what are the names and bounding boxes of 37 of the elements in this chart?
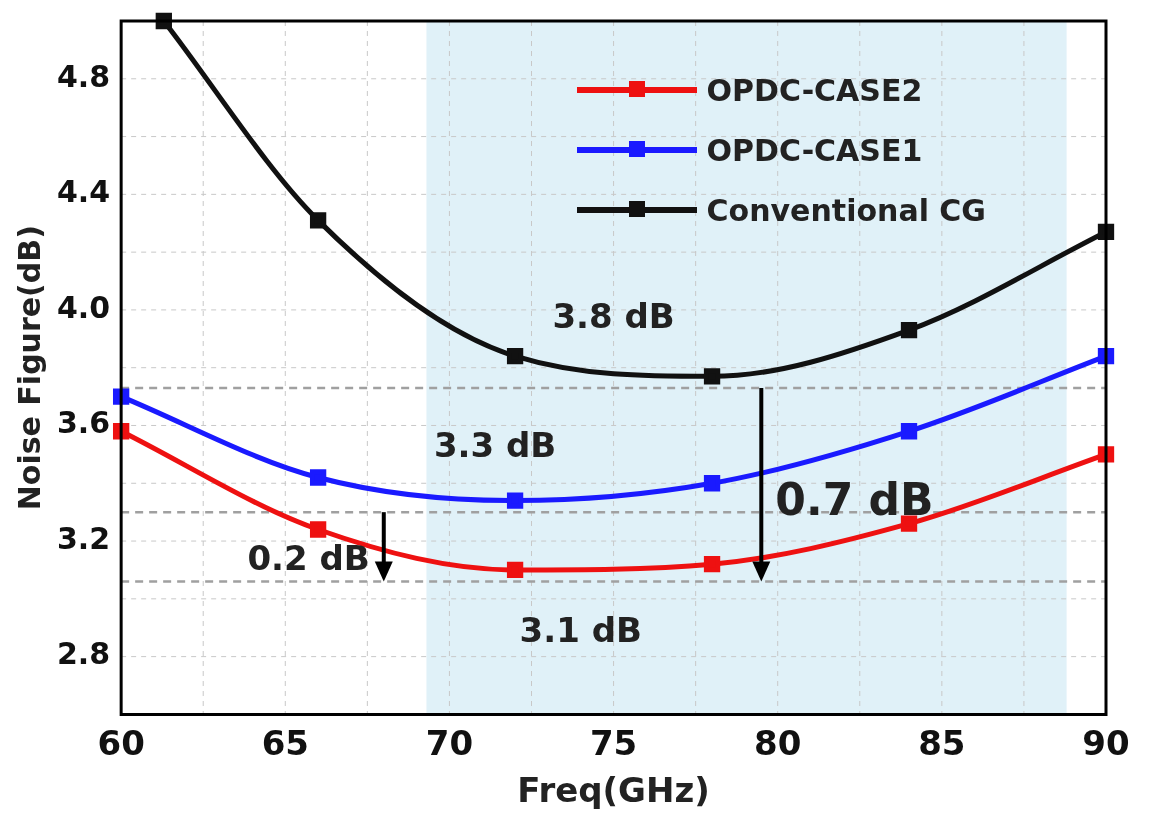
x-tick-label: 60 (97, 722, 145, 763)
x-tick-label: 70 (425, 722, 474, 763)
x-tick-label: 80 (754, 722, 802, 763)
legend-label: OPDC-CASE1 (706, 132, 923, 168)
point (900, 423, 918, 440)
y-tick-label: 2.8 (56, 636, 111, 672)
y-tick-label: 4.8 (56, 58, 111, 94)
point (506, 347, 524, 365)
point (900, 321, 918, 339)
y-tick-label: 4.0 (56, 289, 111, 325)
annotation: 3.3 dB (433, 425, 557, 466)
point (1097, 446, 1115, 463)
x-tick-label: 85 (918, 722, 966, 763)
annotation: 3.8 dB (552, 296, 675, 337)
point (703, 556, 721, 573)
point (112, 388, 130, 405)
annotation: 0.2 dB (247, 538, 370, 579)
y-tick-label: 3.6 (56, 405, 111, 441)
y-tick-label: 4.4 (56, 174, 111, 210)
legend-label: Conventional CG (706, 192, 986, 228)
x-tick-label: 90 (1082, 722, 1130, 763)
y-tick-label: 3.2 (56, 520, 111, 556)
y-axis-title: Noise Figure(dB) (11, 225, 47, 511)
point (900, 515, 918, 532)
point (703, 475, 721, 492)
annotation: 0.7 dB (775, 473, 934, 525)
legend-label: OPDC-CASE2 (706, 72, 923, 108)
x-tick-label: 65 (261, 722, 309, 763)
point (703, 368, 721, 385)
x-tick-label: 75 (589, 722, 638, 763)
point (309, 469, 327, 486)
annotation: 3.1 dB (519, 609, 642, 650)
point (506, 492, 524, 509)
x-axis-title: Freq(GHz) (517, 770, 710, 811)
point (309, 521, 327, 538)
point (309, 212, 327, 229)
point (506, 561, 524, 579)
